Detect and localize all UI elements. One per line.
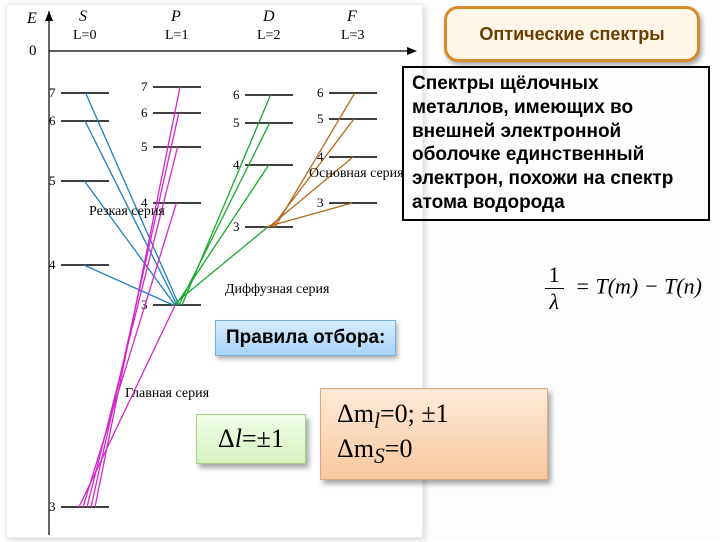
svg-text:Главная серия: Главная серия <box>125 386 210 401</box>
svg-text:6: 6 <box>317 85 324 100</box>
svg-text:L=3: L=3 <box>341 28 364 43</box>
title-box: Оптические спектры <box>444 6 700 62</box>
svg-text:0: 0 <box>29 43 37 59</box>
svg-text:3: 3 <box>317 195 324 210</box>
svg-text:3: 3 <box>233 219 240 234</box>
svg-text:L=2: L=2 <box>257 28 280 43</box>
rule-delta-m: Δml=0; ±1 ΔmS=0 <box>320 388 548 480</box>
svg-text:5: 5 <box>317 111 324 126</box>
svg-text:L=1: L=1 <box>165 28 188 43</box>
description-box: Спектры щёлочных металлов, имеющих во вн… <box>402 66 710 221</box>
formula-numerator: 1 <box>545 262 564 289</box>
svg-text:4: 4 <box>49 257 56 272</box>
svg-text:5: 5 <box>233 115 240 130</box>
rule-delta-l: Δl=±1 <box>196 414 306 464</box>
svg-text:E: E <box>26 10 37 27</box>
svg-text:P: P <box>170 8 181 25</box>
formula-denominator: λ <box>545 289 564 315</box>
formula: 1 λ = T(m) − T(n) <box>545 262 702 315</box>
svg-text:F: F <box>346 8 357 25</box>
svg-text:D: D <box>262 8 275 25</box>
svg-text:L=0: L=0 <box>73 28 96 43</box>
title-text: Оптические спектры <box>479 24 664 45</box>
svg-text:5: 5 <box>141 139 148 154</box>
formula-rhs: = T(m) − T(n) <box>575 274 702 299</box>
svg-text:6: 6 <box>141 105 148 120</box>
svg-text:3: 3 <box>49 499 56 514</box>
svg-text:Основная серия: Основная серия <box>309 166 404 181</box>
svg-text:6: 6 <box>233 87 240 102</box>
svg-text:6: 6 <box>49 113 56 128</box>
svg-text:5: 5 <box>49 173 56 188</box>
selection-rules-label: Правила отбора: <box>215 320 396 356</box>
svg-text:Резкая серия: Резкая серия <box>89 204 165 219</box>
svg-text:Диффузная серия: Диффузная серия <box>225 282 330 297</box>
svg-text:S: S <box>79 8 87 25</box>
svg-text:7: 7 <box>49 85 56 100</box>
svg-text:7: 7 <box>141 79 148 94</box>
description-text: Спектры щёлочных металлов, имеющих во вн… <box>412 73 673 213</box>
